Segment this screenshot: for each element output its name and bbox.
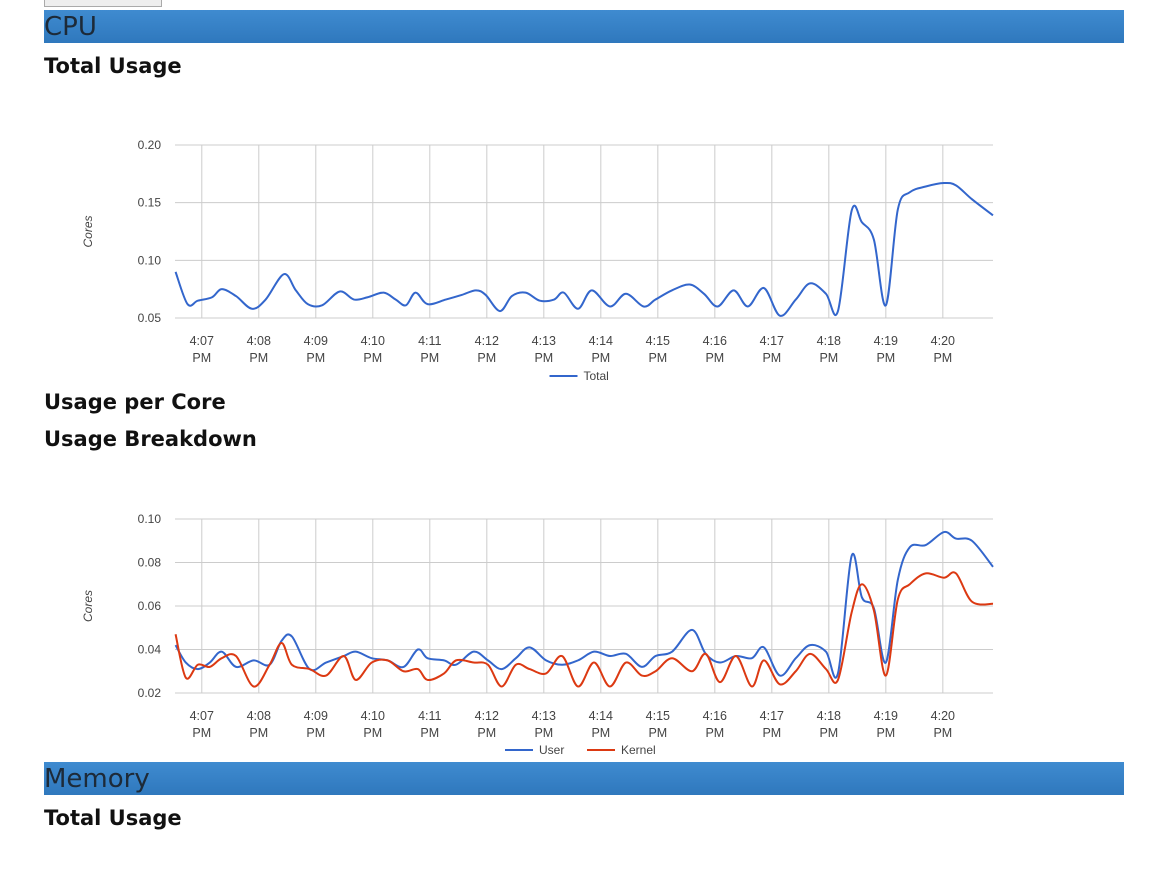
x-tick-label: 4:13 PM [531,334,556,365]
x-tick-label: 4:07 PM [189,334,214,365]
y-tick-label: 0.02 [138,686,162,700]
y-tick-label: 0.15 [138,196,162,210]
x-tick-label: 4:14 PM [588,334,613,365]
x-tick-label: 4:20 PM [930,334,955,365]
x-tick-label: 4:08 PM [246,334,271,365]
data-line [174,530,994,679]
y-tick-label: 0.08 [138,556,162,570]
x-tick-label: 4:12 PM [474,334,499,365]
legend-label: User [539,743,564,757]
y-tick-label: 0.10 [138,512,162,526]
x-tick-label: 4:11 PM [418,334,442,365]
y-axis-label: Cores [81,590,95,622]
y-tick-label: 0.06 [138,599,162,613]
x-tick-label: 4:14 PM [588,709,613,740]
x-tick-label: 4:07 PM [189,709,214,740]
y-axis-label: Cores [81,215,95,247]
x-tick-label: 4:15 PM [645,709,670,740]
section-header: CPU [44,10,1124,43]
y-tick-label: 0.04 [138,643,162,657]
subsection-heading: Usage per Core [44,390,226,414]
legend-label: Total [584,369,609,383]
x-tick-label: 4:08 PM [246,709,271,740]
x-tick-label: 4:20 PM [930,709,955,740]
x-tick-label: 4:16 PM [702,334,727,365]
x-tick-label: 4:19 PM [873,709,898,740]
data-line [174,181,994,317]
x-tick-label: 4:12 PM [474,709,499,740]
x-tick-label: 4:13 PM [531,709,556,740]
x-tick-label: 4:09 PM [303,709,328,740]
x-tick-label: 4:10 PM [360,709,385,740]
x-tick-label: 4:09 PM [303,334,328,365]
x-tick-label: 4:18 PM [816,334,841,365]
y-tick-label: 0.20 [138,138,162,152]
legend-label: Kernel [621,743,656,757]
x-tick-label: 4:17 PM [759,709,784,740]
subsection-heading: Usage Breakdown [44,427,257,451]
x-tick-label: 4:17 PM [759,334,784,365]
data-line [174,571,994,688]
subsection-heading: Total Usage [44,54,182,78]
x-tick-label: 4:15 PM [645,334,670,365]
x-tick-label: 4:18 PM [816,709,841,740]
y-tick-label: 0.05 [138,311,162,325]
x-tick-label: 4:10 PM [360,334,385,365]
y-tick-label: 0.10 [138,253,162,267]
x-tick-label: 4:19 PM [873,334,898,365]
x-tick-label: 4:11 PM [418,709,442,740]
subsection-heading: Total Usage [44,806,182,830]
toolbar-remnant [44,0,162,7]
section-header: Memory [44,762,1124,795]
x-tick-label: 4:16 PM [702,709,727,740]
